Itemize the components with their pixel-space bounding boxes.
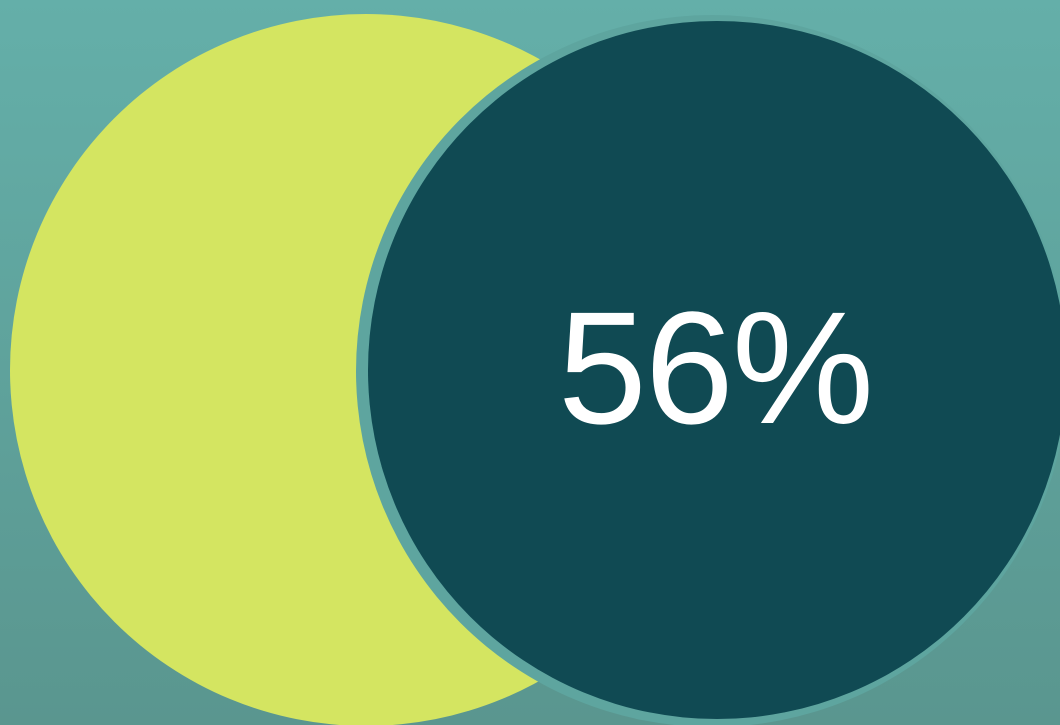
percentage-value: 56% xyxy=(557,278,874,457)
teal-circle: 56% xyxy=(368,21,1060,719)
